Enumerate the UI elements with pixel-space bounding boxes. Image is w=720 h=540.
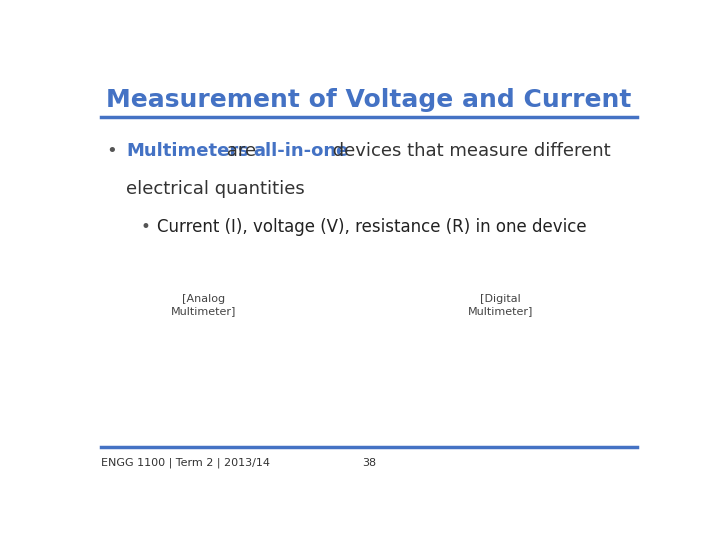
- Text: devices that measure different: devices that measure different: [327, 141, 611, 160]
- Text: are: are: [222, 141, 262, 160]
- Text: [Digital
Multimeter]: [Digital Multimeter]: [468, 294, 533, 316]
- Text: [Analog
Multimeter]: [Analog Multimeter]: [171, 294, 236, 316]
- Text: Current (I), voltage (V), resistance (R) in one device: Current (I), voltage (V), resistance (R)…: [157, 218, 587, 236]
- Text: Multimeters: Multimeters: [126, 141, 249, 160]
- Text: ENGG 1100 | Term 2 | 2013/14: ENGG 1100 | Term 2 | 2013/14: [101, 458, 270, 468]
- Text: •: •: [140, 218, 150, 236]
- Text: all-in-one: all-in-one: [253, 141, 348, 160]
- Text: •: •: [107, 141, 117, 160]
- Text: electrical quantities: electrical quantities: [126, 180, 305, 198]
- Text: 38: 38: [362, 458, 376, 468]
- Text: Measurement of Voltage and Current: Measurement of Voltage and Current: [107, 87, 631, 112]
